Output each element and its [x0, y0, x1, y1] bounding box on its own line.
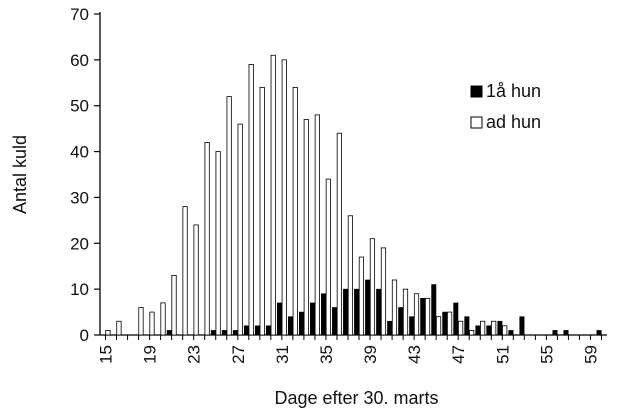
bar-ad-hun — [292, 86, 298, 336]
bar-ad-hun — [402, 288, 409, 336]
y-axis-title: Antal kuld — [10, 135, 30, 214]
bar-1a-hun — [343, 288, 349, 336]
x-tick-label: 23 — [185, 345, 204, 364]
bar-ad-hun — [270, 54, 276, 336]
y-tick-label: 40 — [70, 143, 89, 162]
bar-ad-hun — [105, 330, 111, 336]
bar-1a-hun — [254, 325, 260, 336]
bar-ad-hun — [215, 151, 221, 336]
x-tick-label: 59 — [581, 345, 600, 364]
y-tick-label: 20 — [70, 234, 89, 253]
x-tick-label: 55 — [537, 345, 556, 364]
x-tick-label: 35 — [317, 345, 336, 364]
bar-1a-hun — [287, 316, 293, 336]
x-tick-label: 15 — [97, 345, 116, 364]
y-tick-label: 30 — [70, 188, 89, 207]
bar-ad-hun — [259, 86, 265, 336]
bar-1a-hun — [310, 302, 316, 336]
y-tick-label: 10 — [70, 280, 89, 299]
y-tick-label: 0 — [80, 326, 89, 345]
bar-ad-hun — [369, 238, 376, 336]
bar-1a-hun — [519, 316, 525, 336]
x-tick-label: 19 — [141, 345, 160, 364]
bar-1a-hun — [365, 279, 371, 336]
bar-ad-hun — [458, 320, 464, 336]
bar-ad-hun — [336, 132, 342, 336]
bar-ad-hun — [380, 247, 387, 336]
bar-1a-hun — [508, 330, 514, 336]
bar-1a-hun — [431, 284, 437, 336]
bar-ad-hun — [314, 114, 320, 336]
bar-1a-hun — [354, 288, 360, 336]
bar-1a-hun — [276, 302, 282, 336]
bar-ad-hun — [325, 178, 331, 336]
bar-ad-hun — [358, 256, 365, 336]
bar-1a-hun — [265, 325, 271, 336]
bar-1a-hun — [563, 330, 569, 336]
x-tick-label: 27 — [229, 345, 248, 364]
bar-1a-hun — [442, 311, 448, 336]
bar-ad-hun — [193, 224, 199, 336]
x-tick-label: 39 — [361, 345, 380, 364]
bar-ad-hun — [204, 141, 210, 336]
bar-1a-hun — [596, 330, 602, 336]
bar-1a-hun — [376, 288, 382, 336]
bar-ad-hun — [413, 293, 420, 336]
bar-ad-hun — [491, 320, 497, 336]
legend-label-1a-hun: 1å hun — [486, 81, 541, 101]
x-tick-label: 31 — [273, 345, 292, 364]
legend-swatch-1a-hun — [470, 85, 483, 98]
bar-1a-hun — [552, 330, 558, 336]
x-tick-label: 43 — [405, 345, 424, 364]
bar-1a-hun — [221, 330, 227, 336]
bar-1a-hun — [299, 311, 305, 336]
legend-label-ad-hun: ad hun — [486, 112, 541, 132]
x-axis-title: Dage efter 30. marts — [274, 388, 438, 408]
bar-ad-hun — [248, 64, 254, 336]
bar-1a-hun — [420, 298, 426, 336]
bar-ad-hun — [435, 316, 442, 336]
bar-1a-hun — [409, 316, 415, 336]
bar-ad-hun — [391, 279, 398, 336]
bar-ad-hun — [138, 307, 144, 336]
bar-ad-hun — [281, 59, 287, 336]
y-tick-label: 70 — [70, 5, 89, 24]
bar-1a-hun — [497, 320, 503, 336]
bar-ad-hun — [480, 320, 486, 336]
bar-ad-hun — [347, 215, 353, 336]
bar-ad-hun — [446, 311, 453, 336]
bar-1a-hun — [398, 307, 404, 336]
bar-1a-hun — [464, 316, 470, 336]
bar-ad-hun — [502, 325, 508, 336]
bar-ad-hun — [226, 96, 232, 336]
bar-1a-hun — [453, 302, 459, 336]
y-tick-label: 60 — [70, 51, 89, 70]
bar-1a-hun — [243, 325, 249, 336]
bar-ad-hun — [149, 311, 155, 336]
bar-ad-hun — [182, 206, 188, 336]
bar-1a-hun — [475, 325, 481, 336]
bar-1a-hun — [232, 330, 238, 336]
bar-1a-hun — [387, 320, 393, 336]
legend-swatch-ad-hun — [470, 116, 483, 129]
bar-ad-hun — [469, 330, 475, 336]
bar-1a-hun — [166, 330, 172, 336]
bar-1a-hun — [321, 293, 327, 336]
x-tick-label: 51 — [493, 345, 512, 364]
y-tick-label: 50 — [70, 97, 89, 116]
bar-ad-hun — [424, 297, 431, 336]
bar-ad-hun — [116, 320, 122, 336]
bar-1a-hun — [486, 325, 492, 336]
bar-1a-hun — [210, 330, 216, 336]
bar-ad-hun — [160, 302, 166, 336]
bar-ad-hun — [303, 119, 309, 336]
bar-ad-hun — [237, 123, 243, 336]
x-tick-label: 47 — [449, 345, 468, 364]
bar-1a-hun — [332, 307, 338, 336]
bar-ad-hun — [171, 274, 177, 336]
